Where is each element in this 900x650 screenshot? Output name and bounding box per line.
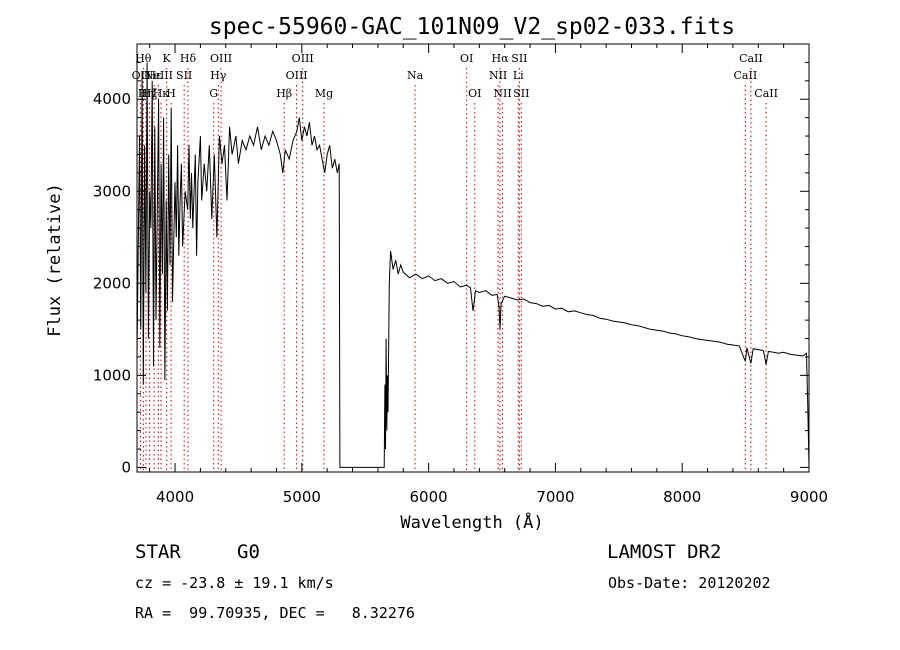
y-axis-label: Flux (relative) (45, 183, 65, 337)
survey-name: LAMOST DR2 (607, 541, 722, 563)
line-marker-label-25: SII (511, 52, 527, 65)
line-marker-label-18: Na (407, 69, 424, 82)
y-tick-label: 0 (121, 458, 131, 476)
line-marker-label-29: CaII (754, 87, 778, 100)
line-marker-label-27: CaII (734, 69, 758, 82)
y-tick-label: 4000 (93, 90, 131, 108)
coordinates-readout: RA = 99.70935, DEC = 8.32276 (135, 604, 415, 622)
line-marker-label-5: NeIII (144, 69, 173, 82)
spectrum-plot: spec-55960-GAC_101N09_V2_sp02-033.fits O… (45, 14, 828, 533)
line-marker-label-7: K (163, 52, 172, 65)
x-tick-label: 7000 (536, 488, 574, 506)
object-subclass: G0 (237, 541, 260, 563)
line-marker-label-20: OI (468, 87, 481, 100)
line-marker-label-0: OII (132, 69, 150, 82)
line-marker-label-24: Li (513, 69, 524, 82)
observation-date: Obs-Date: 20120202 (608, 574, 771, 592)
line-marker-label-3: Hζ (142, 87, 158, 100)
line-marker-label-16: OIII (292, 52, 314, 65)
x-tick-label: 8000 (663, 488, 701, 506)
x-tick-label: 5000 (283, 488, 321, 506)
line-marker-label-26: SII (513, 87, 529, 100)
tick-labels: 4000 5000 6000 7000 8000 9000 0 1000 2000 3000 400… (93, 90, 828, 506)
x-tick-label: 9000 (790, 488, 828, 506)
spectrum-line-0 (136, 62, 810, 468)
line-marker-label-14: Hβ (276, 87, 292, 100)
x-tick-label: 6000 (410, 488, 448, 506)
redshift-readout: cz = -23.8 ± 19.1 km/s (135, 574, 334, 592)
x-tick-label: 4000 (156, 488, 194, 506)
line-marker-label-12: Hγ (210, 69, 227, 82)
line-marker-label-4: Hε (146, 69, 162, 82)
y-tick-label: 1000 (93, 366, 131, 384)
y-tick-label: 2000 (93, 274, 131, 292)
object-class: STAR (135, 541, 181, 563)
line-marker-label-9: SII (176, 69, 192, 82)
line-marker-label-21: NII (489, 69, 507, 82)
plot-axes (136, 43, 810, 473)
line-marker-label-6: Hκ (153, 87, 170, 100)
spectral-line-markers: OIIHθHηHζHεNeIIIHκKHSIIHδGHγOIIIHβOIIIOI… (132, 52, 778, 472)
line-marker-label-10: Hδ (180, 52, 197, 65)
line-marker-label-8: H (166, 87, 176, 100)
chart-title: spec-55960-GAC_101N09_V2_sp02-033.fits (209, 14, 735, 40)
line-marker-label-13: OIII (210, 52, 232, 65)
line-marker-label-28: CaII (739, 52, 763, 65)
line-marker-label-22: Hα (491, 52, 509, 65)
spectrum-series (136, 62, 810, 468)
line-marker-label-15: OIII (286, 69, 308, 82)
line-marker-label-19: OI (460, 52, 473, 65)
plot-frame (136, 43, 810, 473)
line-marker-label-23: NII (493, 87, 511, 100)
x-axis-label: Wavelength (Å) (400, 511, 543, 533)
line-marker-label-17: Mg (315, 87, 333, 100)
line-marker-label-11: G (209, 87, 218, 100)
line-marker-label-1: Hθ (135, 52, 152, 65)
y-tick-label: 3000 (93, 182, 131, 200)
